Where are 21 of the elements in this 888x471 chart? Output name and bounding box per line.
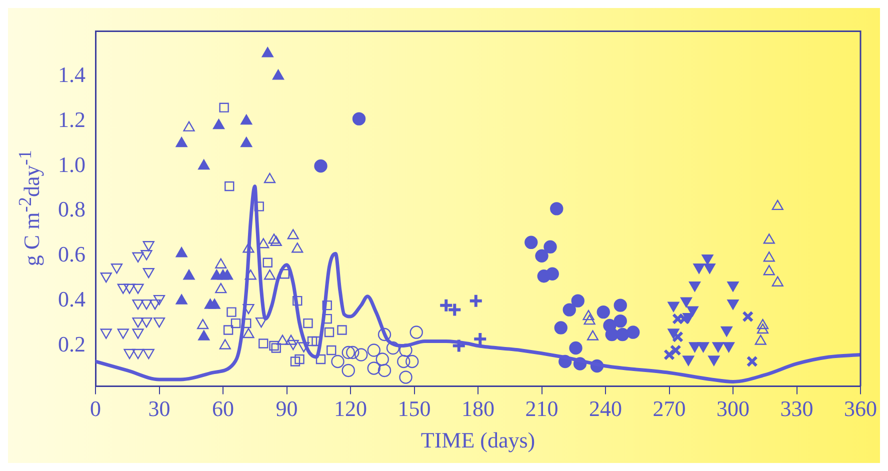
y-tick-label: 1.2 bbox=[58, 106, 86, 132]
y-tick-label: 0.6 bbox=[58, 242, 86, 267]
x-tick-label: 60 bbox=[212, 396, 234, 422]
x-tick-label: 150 bbox=[398, 396, 431, 422]
x-tick-label: 90 bbox=[276, 396, 298, 422]
x-tick-label: 300 bbox=[716, 396, 750, 422]
x-tick-label: 330 bbox=[780, 396, 814, 422]
x-tick-label: 210 bbox=[525, 396, 558, 422]
x-tick-label: 270 bbox=[652, 396, 686, 422]
y-tick-label: 0.4 bbox=[58, 286, 86, 312]
x-tick-label: 120 bbox=[334, 396, 367, 422]
x-tick-label: 0 bbox=[90, 396, 101, 422]
x-tick-label: 180 bbox=[462, 396, 494, 422]
x-tick-label: 240 bbox=[589, 396, 622, 422]
x-axis-title: TIME (days) bbox=[420, 428, 536, 453]
y-tick-label: 1.4 bbox=[58, 62, 86, 87]
x-tick-label: 30 bbox=[148, 396, 170, 422]
y-tick-label: 0.2 bbox=[58, 332, 86, 357]
y-tick-label: 1.0 bbox=[58, 152, 86, 177]
x-tick-label: 360 bbox=[844, 396, 877, 422]
y-tick-label: 0.8 bbox=[58, 196, 86, 222]
